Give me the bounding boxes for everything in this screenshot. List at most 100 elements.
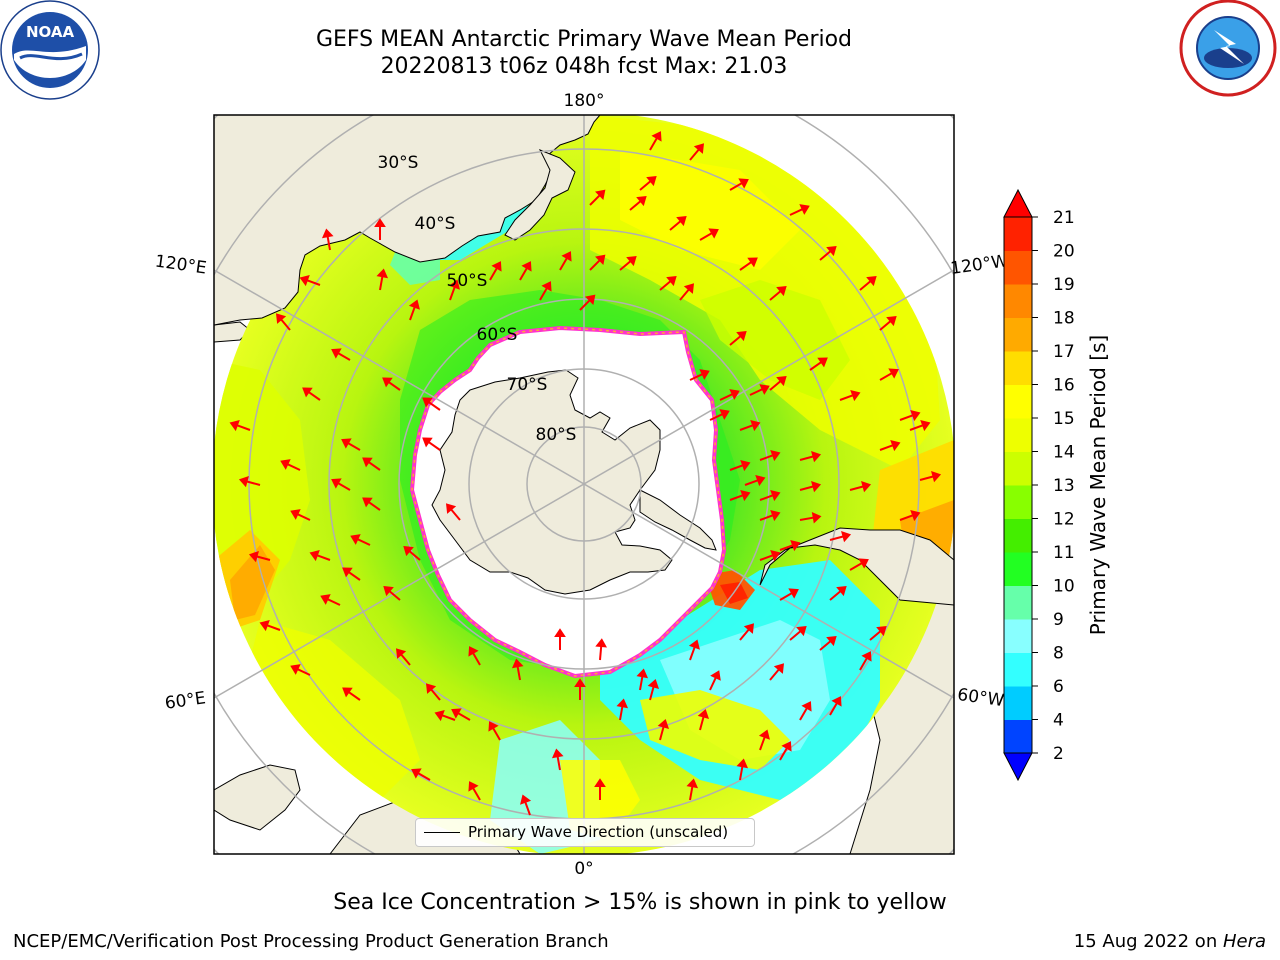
wave-arrow-shaft [450, 508, 461, 521]
wave-arrow-shaft [356, 538, 371, 546]
colorbar-segment [1004, 284, 1032, 318]
land-new-zealand [504, 149, 576, 241]
lat-label-50s: 50°S [447, 271, 488, 291]
wave-arrow-shaft [729, 182, 743, 191]
colorbar-tick-label: 18 [1053, 309, 1075, 329]
wave-arrow-shaft [829, 535, 844, 541]
wave-arrow-shaft [599, 645, 603, 661]
lat-label-60s: 60°S [477, 325, 518, 345]
wave-arrow-head [776, 285, 787, 297]
wave-arrow-shaft [619, 706, 624, 721]
wave-arrow-shaft [759, 494, 774, 501]
wave-arrow-head [890, 440, 901, 452]
wave-arrow-head [383, 585, 394, 597]
wave-arrow-head [511, 658, 524, 669]
wave-arrow-shaft [769, 290, 782, 301]
wave-arrow-shaft [849, 485, 864, 491]
colorbar-tick-label: 12 [1053, 510, 1075, 530]
wave-arrow-head [759, 384, 770, 395]
colorbar-segment [1004, 518, 1032, 553]
wave-arrow-shaft [492, 727, 501, 741]
wave-arrow-shaft [659, 726, 665, 741]
colorbar-segment [1004, 552, 1032, 586]
wave-arrow-shaft [266, 624, 281, 631]
wave-arrow-head [362, 457, 373, 468]
wave-arrow-head [790, 540, 801, 552]
wave-arrow-head [858, 558, 869, 569]
wave-arrow-head [448, 279, 460, 290]
wave-arrow-shaft [859, 657, 868, 671]
wave-arrow-head [422, 437, 433, 448]
wave-arrow-head [331, 478, 342, 489]
wave-arrow-shaft [699, 716, 705, 731]
wave-arrow-head [770, 450, 781, 462]
wave-arrow-shaft [759, 514, 774, 521]
wave-arrow-shaft [909, 424, 924, 431]
lat-label-30s: 30°S [378, 153, 419, 173]
colorbar-tick-label: 20 [1053, 242, 1075, 262]
wave-arrow-shaft [839, 394, 854, 401]
wave-arrow-shaft [337, 352, 351, 361]
wave-arrow-shaft [749, 388, 764, 396]
wave-arrow-head [826, 635, 837, 647]
wave-arrow-head [595, 254, 606, 265]
wave-arrow-shaft [347, 442, 361, 451]
wave-arrow-shaft [400, 653, 411, 666]
wave-arrow-head [876, 625, 887, 637]
wave-arrow-head [861, 651, 872, 662]
wave-arrow-head [796, 625, 807, 637]
wave-arrow-shaft [589, 194, 601, 206]
wave-arrow-head [362, 497, 373, 508]
map-frame [213, 114, 955, 855]
wave-arrow-shaft [829, 590, 842, 601]
wave-arrow-shaft [799, 455, 814, 461]
wave-arrow-shaft [789, 630, 802, 641]
wave-arrow-shaft [739, 261, 753, 271]
wave-arrow-head [520, 794, 532, 805]
wave-arrow-shaft [689, 786, 694, 801]
wave-arrow-head [382, 377, 393, 388]
legend-line-icon [424, 832, 460, 833]
colorbar-tick-label: 19 [1053, 275, 1075, 295]
wave-arrow-shaft [472, 787, 481, 801]
wave-arrow-head [647, 678, 660, 689]
wave-arrow-shaft [744, 479, 759, 486]
colorbar-tick-label: 8 [1053, 644, 1064, 664]
wave-arrow-shaft [286, 463, 301, 471]
colorbar-segment [1004, 250, 1032, 285]
wave-arrow-head [425, 683, 437, 694]
wave-arrow-head [229, 420, 240, 432]
wave-arrow-shaft [709, 676, 717, 691]
wave-arrow-head [736, 758, 749, 769]
wave-arrow-shaft [859, 280, 872, 291]
wave-arrow-shaft [619, 260, 632, 271]
wave-arrow-head [302, 387, 313, 398]
wave-arrow-shaft [769, 668, 780, 681]
wave-arrow-head [290, 664, 301, 675]
wave-arrow-shaft [427, 441, 441, 451]
wave-arrow-head [646, 175, 657, 187]
wave-arrow-head [699, 369, 710, 380]
wave-arrow-head [719, 409, 730, 420]
wave-arrow-head [445, 503, 457, 514]
wave-arrow-shaft [296, 668, 311, 676]
colorbar-tick-label: 13 [1053, 476, 1075, 496]
wave-arrow-head [616, 698, 629, 709]
wave-arrow-shaft [809, 361, 823, 371]
wave-arrow-head [541, 281, 552, 292]
graticule [214, 115, 954, 854]
wave-arrow-head [290, 509, 301, 520]
wave-arrow-shaft [789, 208, 804, 216]
wave-arrow-head [434, 710, 445, 722]
colorbar-under-extend [1003, 752, 1033, 782]
wave-arrow-head [636, 195, 647, 207]
wave-arrow-shaft [316, 554, 331, 561]
wave-arrow-head [636, 668, 649, 679]
wave-arrow-shaft [246, 480, 261, 486]
wave-arrow-shaft [296, 513, 311, 521]
wave-arrow-head [866, 275, 877, 287]
wave-arrow-head [708, 228, 719, 239]
colorbar-segment [1004, 384, 1032, 419]
wave-arrow-shaft [409, 306, 416, 321]
